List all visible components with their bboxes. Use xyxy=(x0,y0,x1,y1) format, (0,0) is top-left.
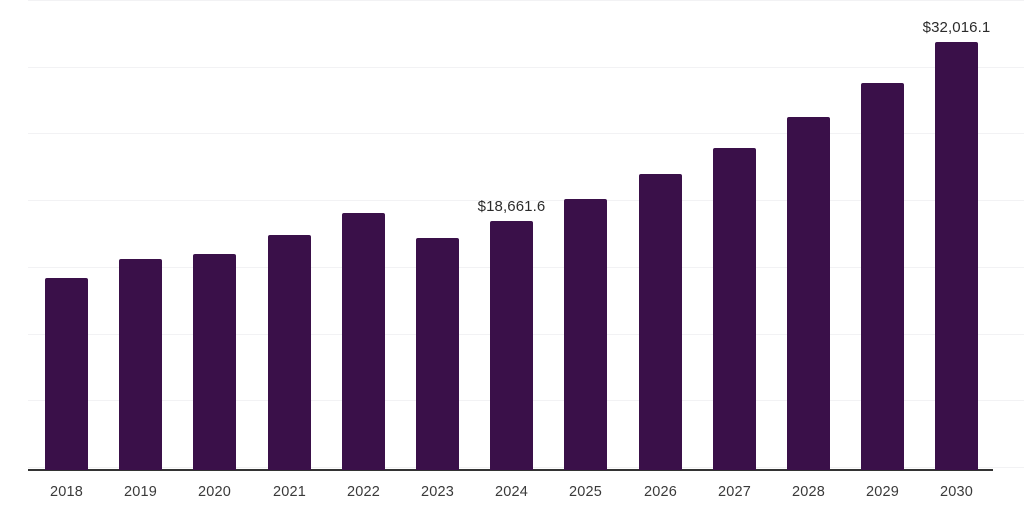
value-label-2024: $18,661.6 xyxy=(477,198,546,215)
x-tick-2026: 2026 xyxy=(643,484,678,500)
x-tick-2022: 2022 xyxy=(346,484,381,500)
x-axis-line xyxy=(28,469,993,471)
bar-2024[interactable] xyxy=(490,221,533,470)
bar-2027[interactable] xyxy=(713,148,756,470)
bar-2026[interactable] xyxy=(639,174,682,470)
bar-2019[interactable] xyxy=(119,259,162,470)
x-tick-2027: 2027 xyxy=(717,484,752,500)
bar-2028[interactable] xyxy=(787,117,830,470)
x-tick-2018: 2018 xyxy=(49,484,84,500)
value-label-2030: $32,016.1 xyxy=(922,19,991,36)
x-tick-2029: 2029 xyxy=(865,484,900,500)
x-tick-2024: 2024 xyxy=(494,484,529,500)
bar-2029[interactable] xyxy=(861,83,904,470)
bar-2021[interactable] xyxy=(268,235,311,470)
bar-2020[interactable] xyxy=(193,254,236,470)
bar-2022[interactable] xyxy=(342,213,385,470)
x-tick-2020: 2020 xyxy=(197,484,232,500)
x-tick-2028: 2028 xyxy=(791,484,826,500)
chart-plot-area xyxy=(28,469,993,471)
x-tick-2025: 2025 xyxy=(568,484,603,500)
x-tick-2030: 2030 xyxy=(939,484,974,500)
bar-2023[interactable] xyxy=(416,238,459,470)
bar-2018[interactable] xyxy=(45,278,88,470)
bar-2025[interactable] xyxy=(564,199,607,470)
x-tick-2021: 2021 xyxy=(272,484,307,500)
x-tick-2019: 2019 xyxy=(123,484,158,500)
x-tick-2023: 2023 xyxy=(420,484,455,500)
bar-2030[interactable] xyxy=(935,42,978,470)
